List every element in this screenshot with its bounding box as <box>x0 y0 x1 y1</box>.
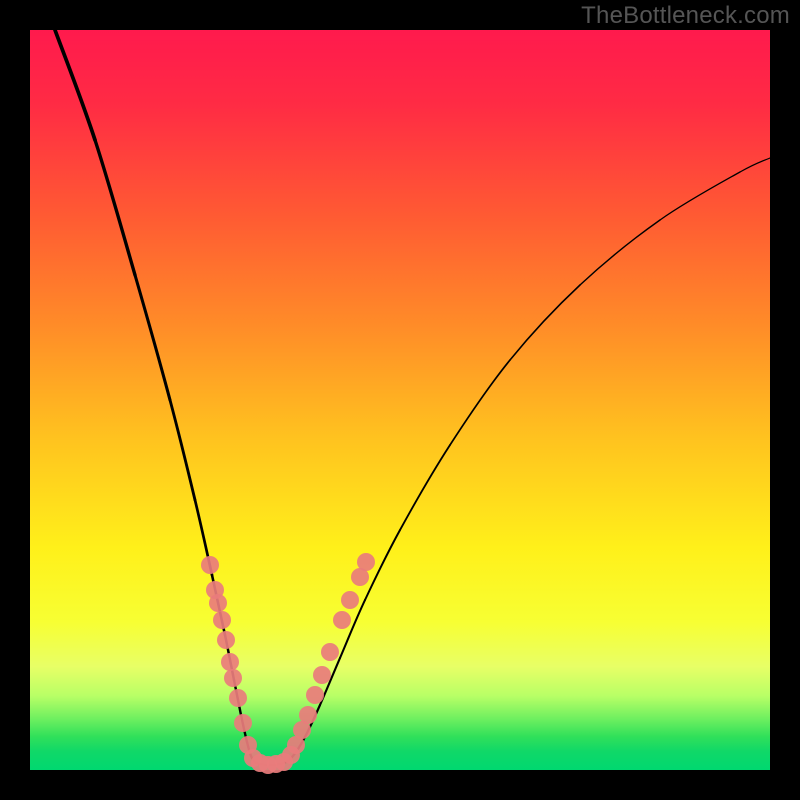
marker-right <box>313 666 331 684</box>
marker-left <box>213 611 231 629</box>
marker-right <box>357 553 375 571</box>
marker-left <box>229 689 247 707</box>
marker-right <box>299 706 317 724</box>
marker-left <box>234 714 252 732</box>
chart-stage: TheBottleneck.com <box>0 0 800 800</box>
marker-right <box>321 643 339 661</box>
marker-left <box>217 631 235 649</box>
marker-left <box>221 653 239 671</box>
marker-right <box>306 686 324 704</box>
marker-left <box>224 669 242 687</box>
chart-svg <box>0 0 800 800</box>
marker-right <box>341 591 359 609</box>
inner-gradient-panel <box>30 30 770 770</box>
marker-right <box>333 611 351 629</box>
marker-left <box>201 556 219 574</box>
marker-left <box>209 594 227 612</box>
watermark-text: TheBottleneck.com <box>581 2 790 30</box>
